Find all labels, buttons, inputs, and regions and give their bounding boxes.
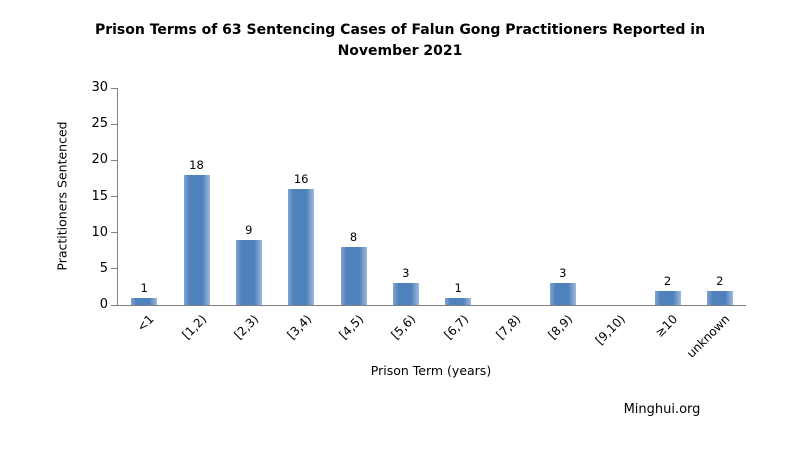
y-axis-tick-label: 15 (91, 188, 108, 204)
bar-value-label: 9 (245, 222, 253, 237)
bar-value-label: 18 (189, 157, 204, 172)
chart-title-text: Prison Terms of 63 Sentencing Cases of F… (94, 22, 706, 59)
bar (445, 297, 472, 305)
y-axis-tick-mark (111, 87, 117, 89)
bar (340, 247, 367, 305)
y-axis-tick-mark (111, 268, 117, 270)
y-axis-tick-mark (111, 232, 117, 234)
bar (549, 283, 576, 305)
x-axis-tick-label: [1,2) (179, 312, 210, 343)
x-axis-tick-label: <1 (134, 312, 158, 335)
source-credit: Minghui.org (623, 402, 701, 417)
x-axis-tick-label: [3,4) (284, 312, 315, 343)
bar (288, 189, 315, 305)
x-axis-tick-label: [8,9) (545, 312, 576, 343)
x-axis-tick-label: [5,6) (388, 312, 419, 343)
bar-value-label: 2 (663, 273, 672, 288)
bar-value-label: 8 (349, 230, 358, 245)
x-axis-tick-label: unknown (684, 312, 733, 361)
y-axis-tick-label: 25 (91, 116, 108, 132)
y-axis-tick-mark (111, 159, 117, 161)
bar-value-label: 2 (716, 273, 724, 288)
bar-value-label: 3 (559, 266, 567, 281)
x-axis-tick-label: [7,8) (493, 312, 524, 343)
y-axis-title: Practitioners Sentenced (54, 121, 70, 271)
y-axis-tick-label: 20 (91, 152, 108, 168)
bar (235, 239, 262, 305)
bar (183, 174, 210, 305)
x-axis-tick-label: ≥10 (652, 312, 681, 340)
plot-area: 0 5 10 15 20 25 30 1 18 9 16 8 3 1 3 2 2 <1 [1,2) [2,3) [3,4… (91, 80, 746, 360)
bar-value-label: 1 (140, 280, 148, 295)
bar-value-label: 3 (402, 266, 410, 281)
y-axis-tick-label: 30 (91, 80, 108, 95)
y-axis-tick-label: 5 (99, 260, 108, 276)
bar-value-label: 1 (454, 280, 462, 295)
y-axis-tick-mark (111, 123, 117, 125)
bar (706, 290, 733, 305)
x-axis-tick-label: [2,3) (231, 312, 262, 343)
x-axis-tick-label: [4,5) (336, 312, 367, 343)
chart-title: Prison Terms of 63 Sentencing Cases of F… (0, 20, 800, 62)
y-axis-tick-mark (111, 196, 117, 197)
x-axis-tick-label: [6,7) (441, 312, 472, 343)
bar (654, 290, 681, 305)
bar (131, 297, 158, 305)
y-axis-tick-mark (111, 304, 117, 306)
bar-value-label: 16 (293, 172, 309, 187)
x-axis-tick-label: [9,10) (592, 312, 629, 348)
y-axis-tick-label: 0 (99, 297, 108, 312)
bar (392, 283, 419, 305)
y-axis-tick-label: 10 (91, 224, 108, 240)
x-axis-title: Prison Term (years) (370, 363, 492, 378)
